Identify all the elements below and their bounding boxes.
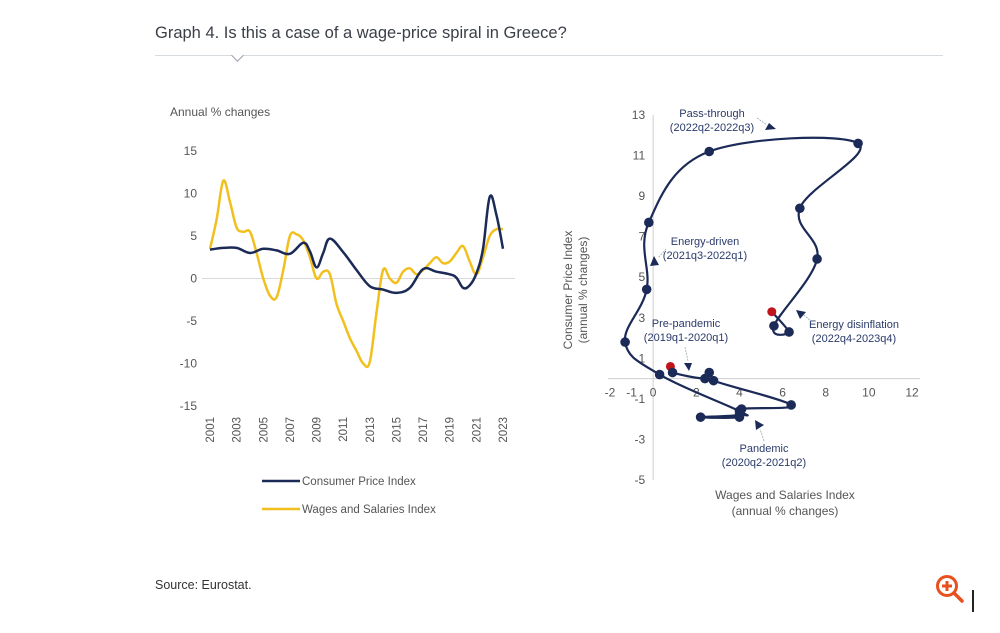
leader-line bbox=[756, 117, 768, 126]
leader-line bbox=[684, 346, 689, 362]
x-tick-label: 2021 bbox=[471, 417, 483, 443]
data-point bbox=[704, 367, 715, 378]
y-tick-label: -5 bbox=[186, 314, 197, 328]
zoom-in-icon bbox=[936, 575, 964, 603]
annotation-pandemic: Pandemic (2020q2-2021q2) bbox=[722, 420, 806, 469]
highlight-point bbox=[767, 307, 777, 317]
x-axis-label: Wages and Salaries Index bbox=[715, 488, 855, 502]
x-tick-label: 2007 bbox=[285, 417, 297, 443]
data-point bbox=[620, 337, 630, 347]
y-tick-label: 1 bbox=[638, 351, 645, 365]
line-chart: Annual % changes 15 10 5 0 -5 -10 -15 2001 2003… bbox=[170, 105, 515, 516]
y-tick-label: -3 bbox=[634, 432, 645, 446]
data-point bbox=[769, 321, 779, 331]
x-tick-label: -2 bbox=[605, 386, 616, 400]
x-tick-label: 6 bbox=[779, 386, 786, 400]
y-tick-label: 7 bbox=[638, 230, 645, 244]
page-title: Graph 4. Is this a case of a wage-price … bbox=[155, 24, 567, 42]
y-axis-label: Annual % changes bbox=[170, 105, 270, 119]
x-tick-label: 8 bbox=[822, 386, 829, 400]
legend-label-cpi: Consumer Price Index bbox=[302, 476, 416, 488]
annotation-title: Pass-through bbox=[679, 108, 744, 120]
x-tick-label: 2017 bbox=[418, 417, 430, 443]
annotation-energy-disinflation: Energy disinflation (2022q4-2023q4) bbox=[796, 310, 899, 345]
data-point bbox=[641, 284, 652, 295]
y-tick-label: 13 bbox=[632, 108, 646, 122]
annotation-title: Energy-driven bbox=[671, 236, 739, 248]
x-tick-label: 10 bbox=[862, 386, 876, 400]
arrow-marker bbox=[765, 123, 776, 130]
y-tick-label: -5 bbox=[634, 473, 645, 487]
leader-line bbox=[803, 314, 813, 323]
series-line-consumer-price-index bbox=[209, 194, 505, 295]
y-axis-label-sub: (annual % changes) bbox=[576, 237, 590, 344]
x-tick-label: 2019 bbox=[445, 417, 457, 443]
y-tick-label: 5 bbox=[190, 229, 197, 243]
x-tick-label: 2023 bbox=[498, 417, 510, 443]
data-point bbox=[644, 217, 654, 228]
data-point bbox=[695, 412, 706, 422]
x-tick-label: 12 bbox=[905, 386, 919, 400]
leader-line bbox=[759, 428, 765, 442]
annotation-period: (2022q2-2022q3) bbox=[670, 122, 754, 134]
annotation-period: (2022q4-2023q4) bbox=[812, 333, 896, 345]
y-tick-label: -1 bbox=[634, 392, 645, 406]
y-tick-label: -10 bbox=[180, 357, 198, 371]
arrow-marker bbox=[755, 420, 764, 430]
x-axis-label-sub: (annual % changes) bbox=[732, 504, 839, 518]
series-line-wages-and-salaries-index bbox=[208, 179, 504, 369]
title-divider bbox=[155, 55, 943, 56]
x-tick-label: -1 bbox=[626, 386, 637, 400]
x-tick-label: 2013 bbox=[365, 417, 377, 443]
data-point bbox=[795, 203, 805, 214]
data-point bbox=[784, 327, 794, 337]
zoom-in-button[interactable] bbox=[933, 573, 967, 607]
legend: Consumer Price Index Wages and Salaries … bbox=[262, 476, 436, 516]
text-cursor bbox=[972, 590, 974, 612]
arrow-marker bbox=[684, 363, 692, 371]
y-tick-label: 5 bbox=[638, 270, 645, 284]
annotation-title: Energy disinflation bbox=[809, 319, 899, 331]
source-note: Source: Eurostat. bbox=[155, 578, 252, 592]
x-tick-label: 2009 bbox=[312, 417, 324, 443]
data-point bbox=[734, 406, 745, 416]
x-tick-label: 2011 bbox=[338, 417, 350, 442]
annotation-energy-driven: Energy-driven (2021q3-2022q1) bbox=[650, 236, 747, 266]
data-point bbox=[786, 400, 796, 410]
annotations: Pass-through (2022q2-2022q3) Energy-driv… bbox=[644, 108, 899, 469]
data-point bbox=[812, 254, 822, 264]
y-tick-label: 11 bbox=[633, 149, 646, 163]
y-tick-label: 3 bbox=[638, 311, 645, 325]
data-point bbox=[654, 369, 665, 380]
data-point bbox=[704, 146, 715, 157]
legend-label-wages: Wages and Salaries Index bbox=[302, 504, 436, 516]
leader-line bbox=[657, 248, 667, 259]
annotation-title: Pre-pandemic bbox=[652, 318, 721, 330]
x-tick-label: 2003 bbox=[232, 417, 244, 443]
x-tick-label: 2015 bbox=[391, 417, 403, 443]
x-tick-label: 4 bbox=[736, 386, 743, 400]
annotation-period: (2019q1-2020q1) bbox=[644, 332, 728, 344]
x-tick-label: 2001 bbox=[205, 417, 217, 443]
arrow-marker bbox=[650, 256, 659, 266]
arrow-marker bbox=[796, 310, 806, 319]
y-tick-label: 10 bbox=[184, 187, 198, 201]
data-point bbox=[708, 375, 719, 386]
y-axis-label: Consumer Price Index bbox=[561, 231, 575, 350]
annotation-period: (2020q2-2021q2) bbox=[722, 457, 806, 469]
x-tick-label: 0 bbox=[650, 386, 657, 400]
y-tick-label: 0 bbox=[190, 272, 197, 286]
data-point bbox=[667, 367, 678, 378]
y-tick-label: -15 bbox=[180, 399, 198, 413]
divider-notch bbox=[231, 49, 244, 62]
data-point bbox=[853, 138, 863, 149]
annotation-title: Pandemic bbox=[740, 443, 789, 455]
y-tick-label: 9 bbox=[638, 189, 645, 203]
annotation-period: (2021q3-2022q1) bbox=[663, 250, 747, 262]
x-tick-label: 2005 bbox=[258, 417, 270, 443]
y-tick-label: 15 bbox=[184, 144, 198, 158]
annotation-pre-pandemic: Pre-pandemic (2019q1-2020q1) bbox=[644, 318, 728, 371]
annotation-pass-through: Pass-through (2022q2-2022q3) bbox=[670, 108, 776, 134]
